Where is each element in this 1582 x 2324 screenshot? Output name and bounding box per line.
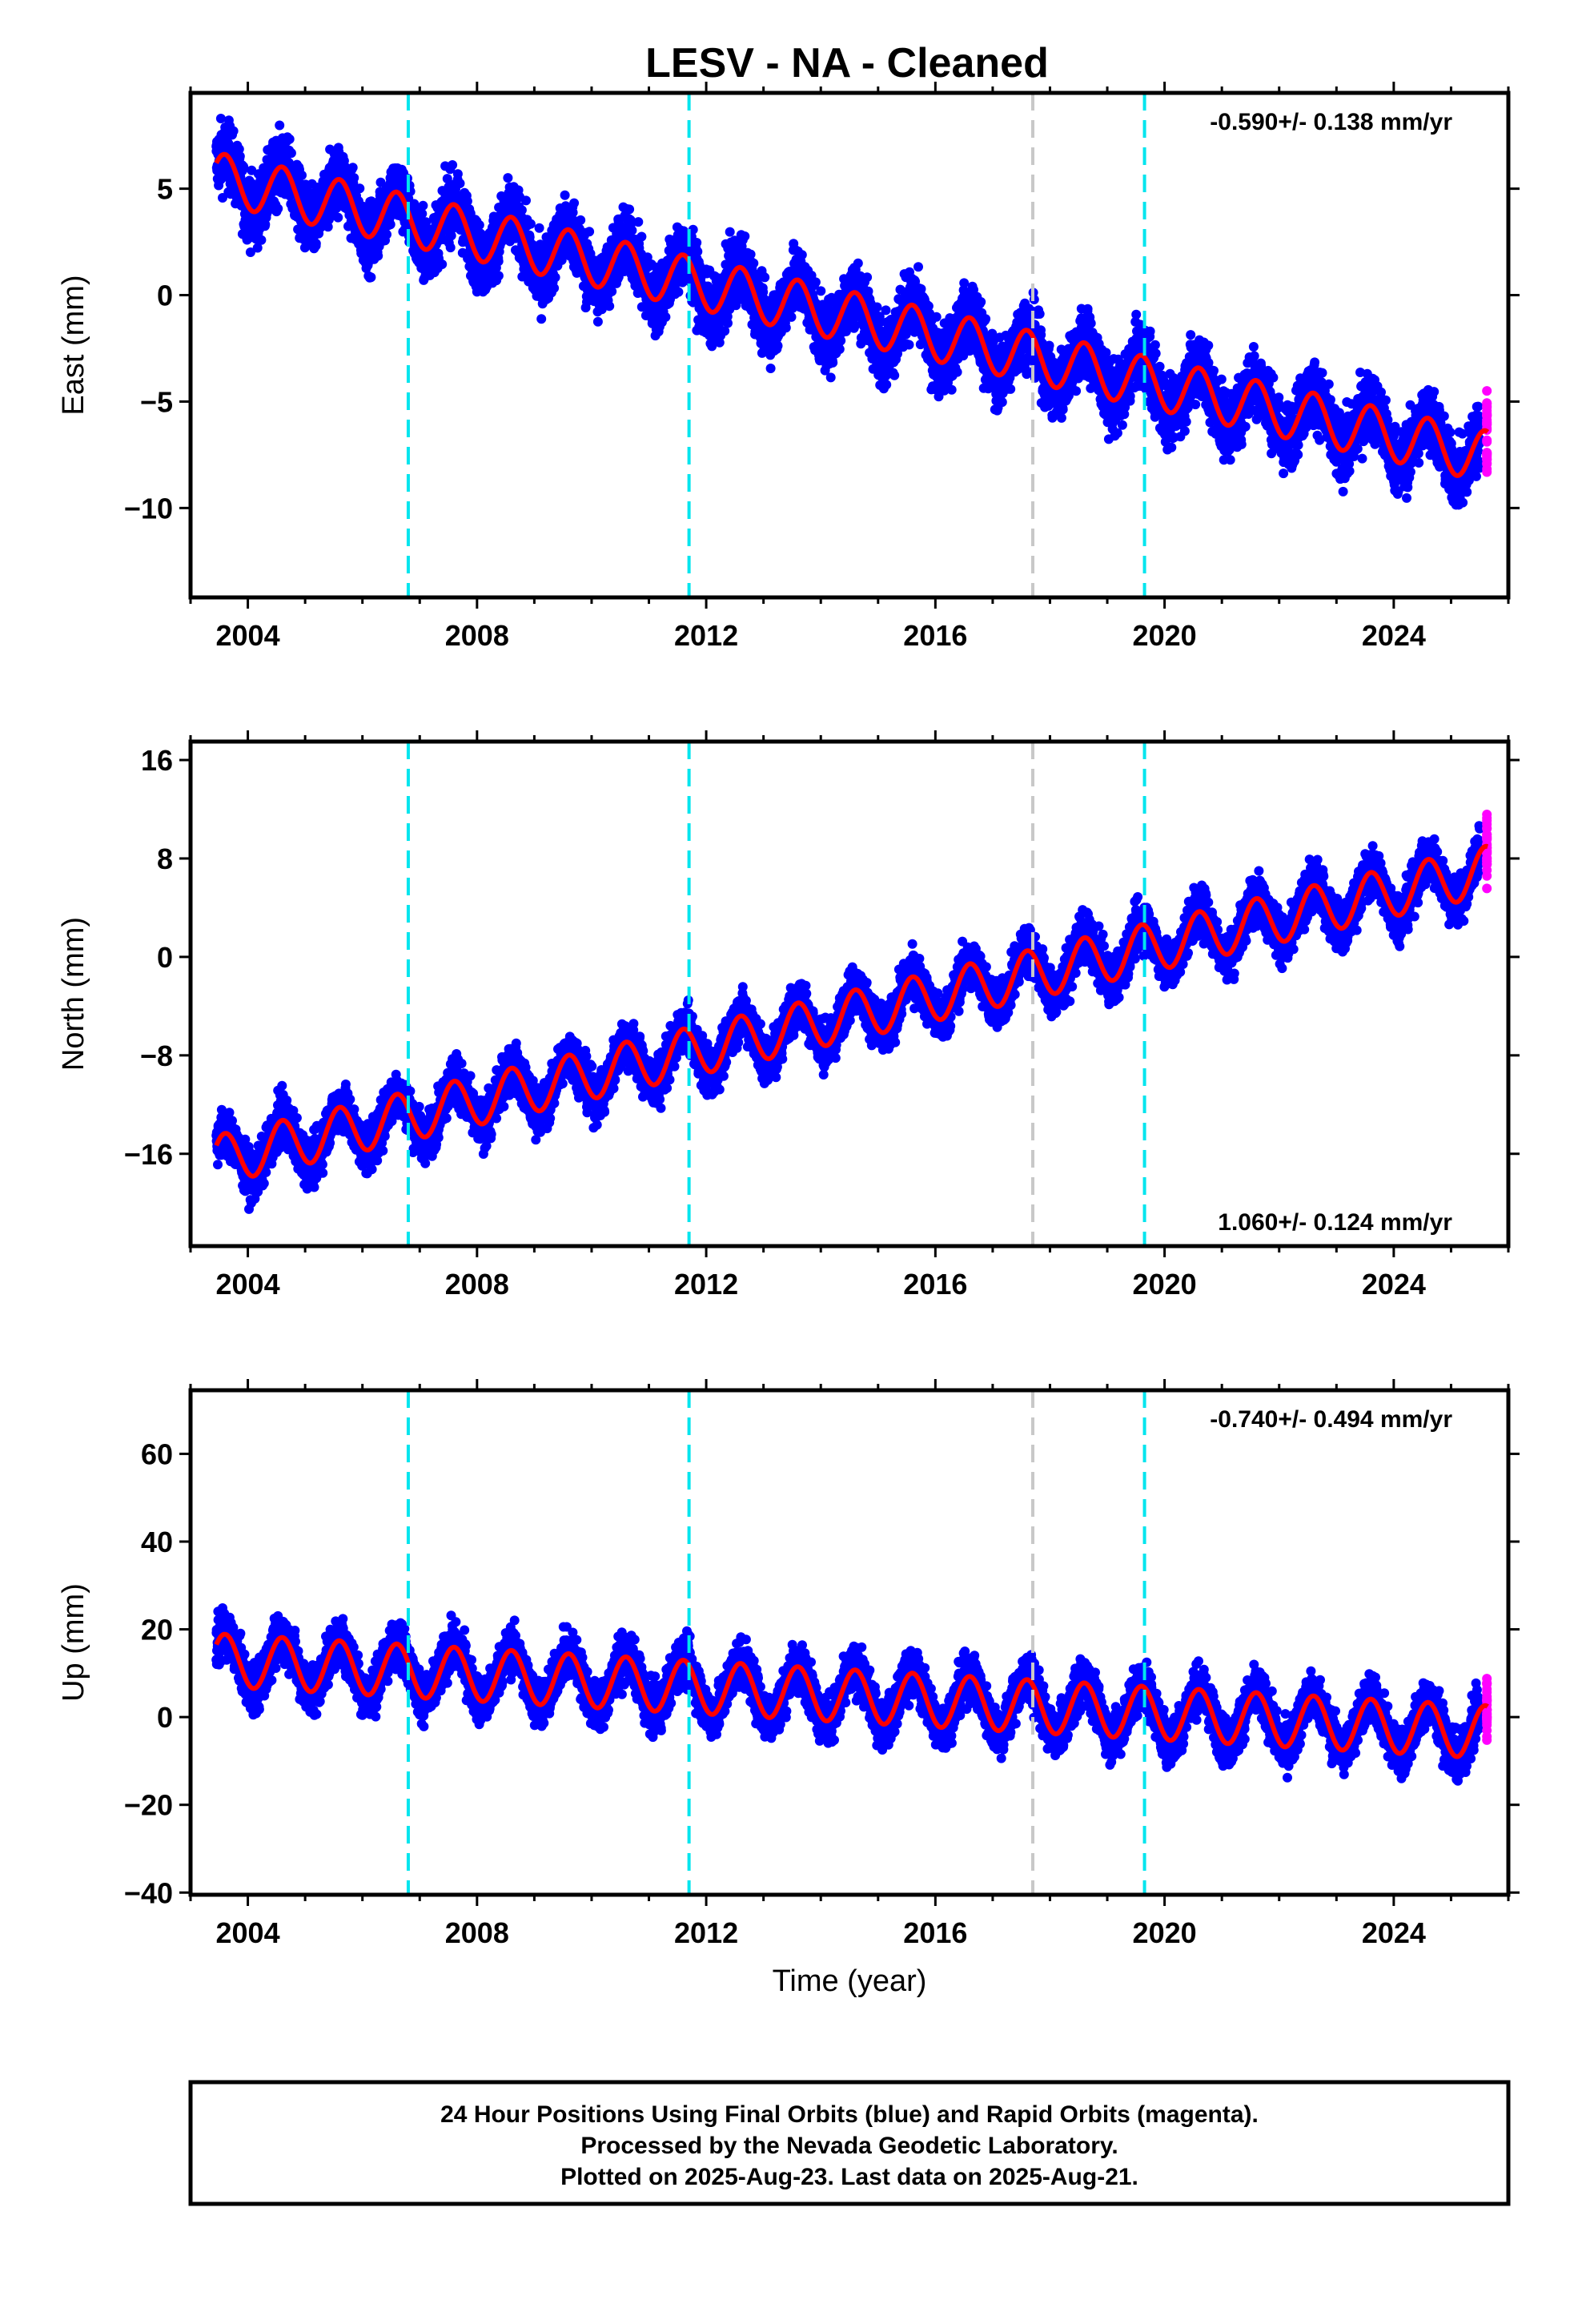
final-point	[536, 314, 547, 324]
final-point	[692, 238, 702, 247]
final-point	[693, 247, 703, 257]
final-point	[373, 251, 383, 261]
final-point	[503, 173, 513, 183]
final-point	[228, 126, 239, 136]
final-point	[297, 170, 307, 180]
final-point	[385, 219, 396, 230]
final-point	[959, 278, 970, 288]
final-point	[981, 314, 991, 324]
final-point	[311, 239, 321, 249]
final-point	[740, 231, 750, 241]
final-point	[889, 370, 900, 380]
final-point	[235, 151, 245, 162]
final-point	[418, 200, 428, 211]
final-point	[773, 340, 783, 351]
final-point	[816, 286, 826, 296]
final-point	[781, 323, 791, 333]
final-point	[723, 318, 733, 328]
final-point	[333, 212, 343, 223]
final-point	[760, 272, 770, 283]
final-point	[421, 217, 432, 227]
final-point	[904, 340, 914, 350]
final-point	[584, 227, 595, 237]
final-point	[725, 227, 735, 237]
chart-title: LESV - NA - Cleaned	[645, 40, 1049, 86]
final-point	[836, 336, 846, 346]
final-point	[452, 169, 463, 179]
final-point	[215, 114, 226, 123]
final-point	[872, 302, 882, 312]
final-point	[382, 229, 391, 239]
final-point	[417, 208, 428, 219]
final-point	[786, 312, 797, 322]
final-point	[218, 193, 227, 203]
final-point	[516, 205, 527, 215]
final-point	[810, 277, 821, 287]
final-point	[234, 144, 244, 155]
final-point	[355, 183, 365, 194]
final-point	[462, 196, 472, 207]
final-point	[252, 243, 263, 253]
final-point	[239, 162, 249, 171]
east-plot-area	[211, 114, 1492, 510]
final-point	[525, 219, 536, 229]
final-point	[946, 384, 957, 395]
final-point	[347, 163, 358, 173]
final-point	[568, 207, 578, 218]
final-point	[576, 215, 586, 225]
final-point	[569, 198, 580, 208]
final-point	[256, 235, 267, 245]
final-point	[862, 272, 873, 283]
final-point	[853, 258, 863, 268]
final-point	[952, 367, 962, 377]
final-point	[284, 134, 295, 144]
final-point	[828, 357, 838, 368]
final-point	[448, 160, 458, 170]
final-point	[673, 287, 684, 297]
final-point	[493, 271, 504, 281]
final-point	[624, 204, 635, 215]
final-point	[560, 190, 570, 200]
final-point	[323, 222, 333, 232]
final-point	[445, 243, 456, 253]
final-point	[881, 305, 891, 316]
final-point	[592, 316, 603, 327]
final-point	[881, 380, 892, 390]
final-point	[550, 272, 560, 283]
final-point	[661, 312, 671, 322]
final-point	[534, 223, 544, 233]
final-point	[245, 247, 255, 257]
final-point	[636, 231, 647, 242]
final-point	[455, 179, 465, 188]
final-point	[976, 297, 986, 307]
final-point	[273, 203, 283, 214]
final-point	[931, 312, 942, 322]
final-point	[275, 120, 285, 131]
final-point	[749, 258, 759, 268]
final-point	[765, 364, 776, 373]
final-point	[521, 195, 531, 206]
final-point	[286, 148, 296, 159]
east-final-points	[211, 114, 1485, 510]
final-point	[633, 217, 644, 227]
final-point	[549, 283, 560, 293]
final-point	[366, 272, 376, 283]
final-point	[349, 173, 359, 183]
final-point	[607, 286, 617, 296]
final-point	[493, 256, 504, 267]
final-point	[834, 344, 845, 354]
final-point	[825, 372, 836, 383]
final-point	[474, 220, 484, 230]
final-point	[913, 262, 923, 272]
final-point	[627, 225, 637, 235]
final-point	[797, 250, 807, 260]
final-point	[604, 301, 615, 312]
final-point	[437, 259, 448, 269]
